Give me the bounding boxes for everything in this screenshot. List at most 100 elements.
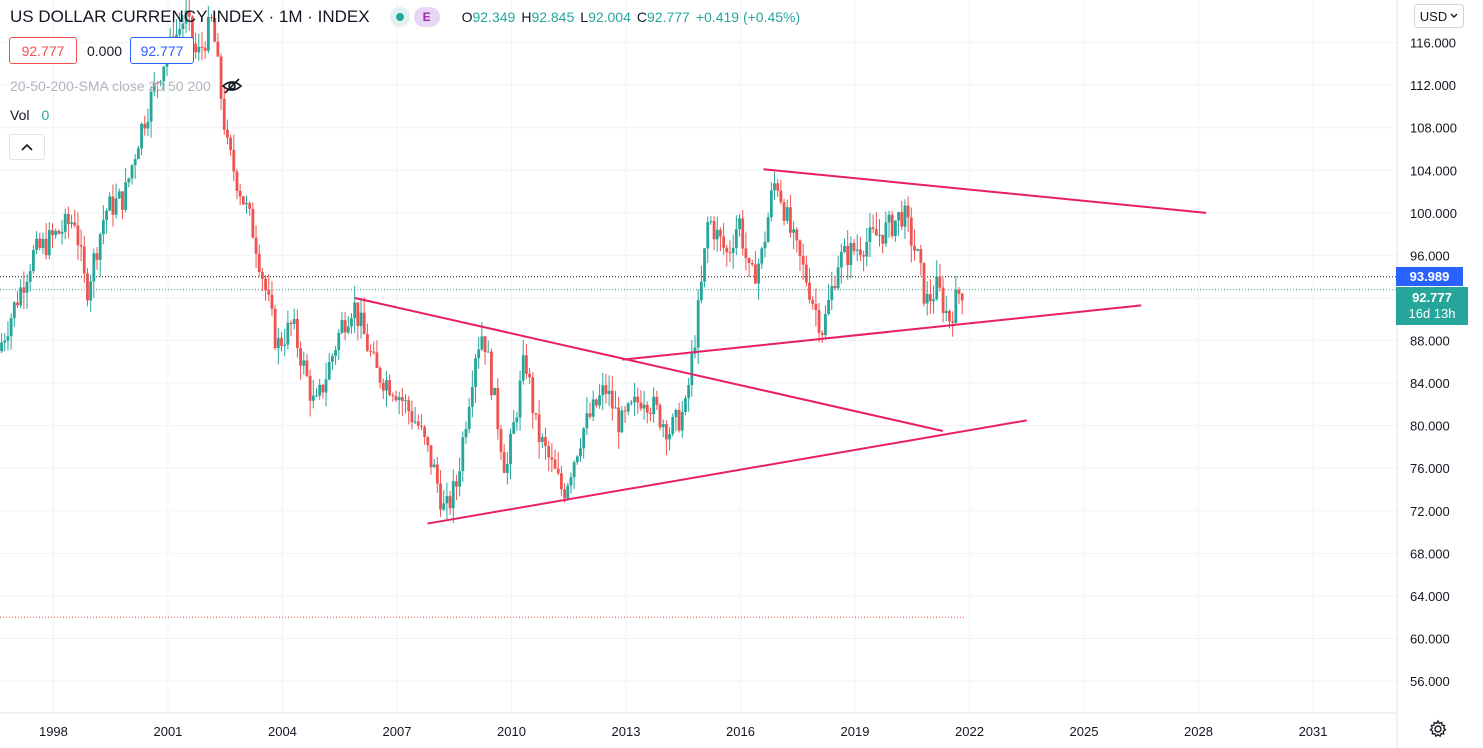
candle-body: [57, 230, 61, 234]
candle-body: [89, 281, 93, 301]
candle-body: [776, 183, 780, 191]
collapse-legend-button[interactable]: [9, 134, 45, 160]
candle-body: [804, 264, 808, 283]
candle-body: [133, 159, 137, 166]
x-tick-label: 2013: [612, 724, 641, 739]
candle-body: [197, 46, 201, 53]
candle-body: [31, 250, 35, 272]
x-tick-label: 2016: [726, 724, 755, 739]
candle-body: [960, 293, 964, 301]
candle-body: [509, 433, 512, 464]
candle-body: [938, 276, 942, 288]
trendline: [763, 168, 1207, 214]
ohlc-close: C92.777: [636, 9, 690, 25]
candle-body: [105, 210, 108, 221]
buy-price-button[interactable]: 92.777: [130, 37, 194, 64]
candle-body: [884, 222, 888, 244]
x-tick-label: 1998: [39, 724, 68, 739]
candle-body: [553, 459, 557, 469]
candle-body: [890, 214, 894, 237]
candle-body: [302, 360, 306, 366]
candle-body: [569, 477, 573, 486]
candle-body: [429, 445, 433, 468]
y-tick-label: 68.000: [1410, 546, 1450, 561]
candle-body: [909, 217, 913, 246]
candle-body: [744, 248, 748, 259]
candle-body: [261, 271, 264, 279]
candle-body: [296, 318, 299, 349]
candle-body: [483, 336, 487, 353]
candle-body: [639, 402, 643, 409]
candle-body: [620, 410, 624, 433]
candle-body: [210, 17, 213, 19]
sell-price-button[interactable]: 92.777: [9, 37, 77, 64]
candle-body: [426, 437, 430, 446]
candle-body: [668, 434, 671, 440]
y-tick-label: 60.000: [1410, 632, 1450, 647]
candle-body: [327, 361, 331, 380]
candle-body: [588, 413, 592, 417]
candle-body: [808, 282, 811, 300]
y-tick-label: 116.000: [1410, 36, 1456, 51]
candle-body: [560, 473, 563, 490]
candle-body: [916, 249, 920, 251]
candle-body: [200, 46, 204, 48]
candle-body: [878, 234, 881, 236]
candle-body: [162, 66, 166, 82]
candle-body: [811, 299, 815, 304]
candle-body: [235, 171, 239, 191]
candle-body: [846, 245, 850, 266]
sma-indicator-legend[interactable]: 20-50-200-SMA close 20 50 200: [10, 77, 243, 95]
candle-body: [359, 312, 363, 326]
y-tick-label: 80.000: [1410, 419, 1450, 434]
candle-body: [101, 220, 105, 235]
candle-body: [159, 81, 163, 84]
candle-body: [385, 380, 388, 391]
y-tick-label: 76.000: [1410, 461, 1450, 476]
candle-body: [203, 47, 207, 51]
candle-body: [143, 123, 147, 129]
candle-body: [44, 238, 48, 256]
gear-icon[interactable]: [1428, 719, 1448, 739]
candle-body: [722, 236, 726, 248]
candle-body: [528, 373, 532, 378]
chevron-down-icon: [1450, 13, 1458, 18]
candle-body: [416, 421, 420, 426]
candle-body: [267, 290, 271, 295]
candle-body: [35, 238, 38, 251]
candle-body: [3, 340, 7, 343]
candle-body: [833, 285, 837, 289]
candle-body: [289, 322, 293, 324]
candle-body: [664, 424, 668, 440]
candle-body: [674, 409, 678, 418]
volume-legend[interactable]: Vol 0: [10, 107, 49, 123]
candle-body: [400, 397, 404, 401]
candle-body: [715, 229, 719, 240]
market-status-icon[interactable]: [389, 7, 410, 27]
hidden-eye-icon[interactable]: [221, 77, 243, 95]
candle-body: [480, 336, 484, 350]
candle-body: [496, 387, 500, 430]
candle-body: [572, 462, 576, 478]
trendline: [622, 304, 1142, 361]
candle-body: [852, 242, 856, 251]
candle-body: [954, 289, 958, 323]
candle-body: [66, 214, 70, 224]
candle-body: [521, 355, 525, 381]
candle-body: [859, 249, 862, 256]
candle-body: [394, 396, 398, 401]
currency-selector[interactable]: USD: [1414, 4, 1464, 28]
candle-body: [79, 245, 83, 247]
chevron-up-icon: [21, 143, 33, 151]
symbol-title[interactable]: US DOLLAR CURRENCY INDEX · 1M · INDEX: [10, 7, 370, 26]
ohlc-change: +0.419 (+0.45%): [695, 9, 801, 25]
x-tick-label: 2010: [497, 724, 526, 739]
candle-body: [649, 412, 652, 415]
exchange-badge[interactable]: E: [413, 7, 440, 27]
candle-body: [881, 234, 885, 244]
candle-body: [270, 294, 274, 309]
candle-body: [299, 348, 302, 366]
candle-body: [251, 208, 255, 238]
candle-body: [257, 253, 261, 272]
